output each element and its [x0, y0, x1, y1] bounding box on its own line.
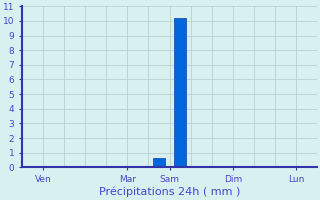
X-axis label: Précipitations 24h ( mm ): Précipitations 24h ( mm )	[99, 187, 240, 197]
Bar	[174, 18, 186, 167]
Bar	[153, 158, 165, 167]
